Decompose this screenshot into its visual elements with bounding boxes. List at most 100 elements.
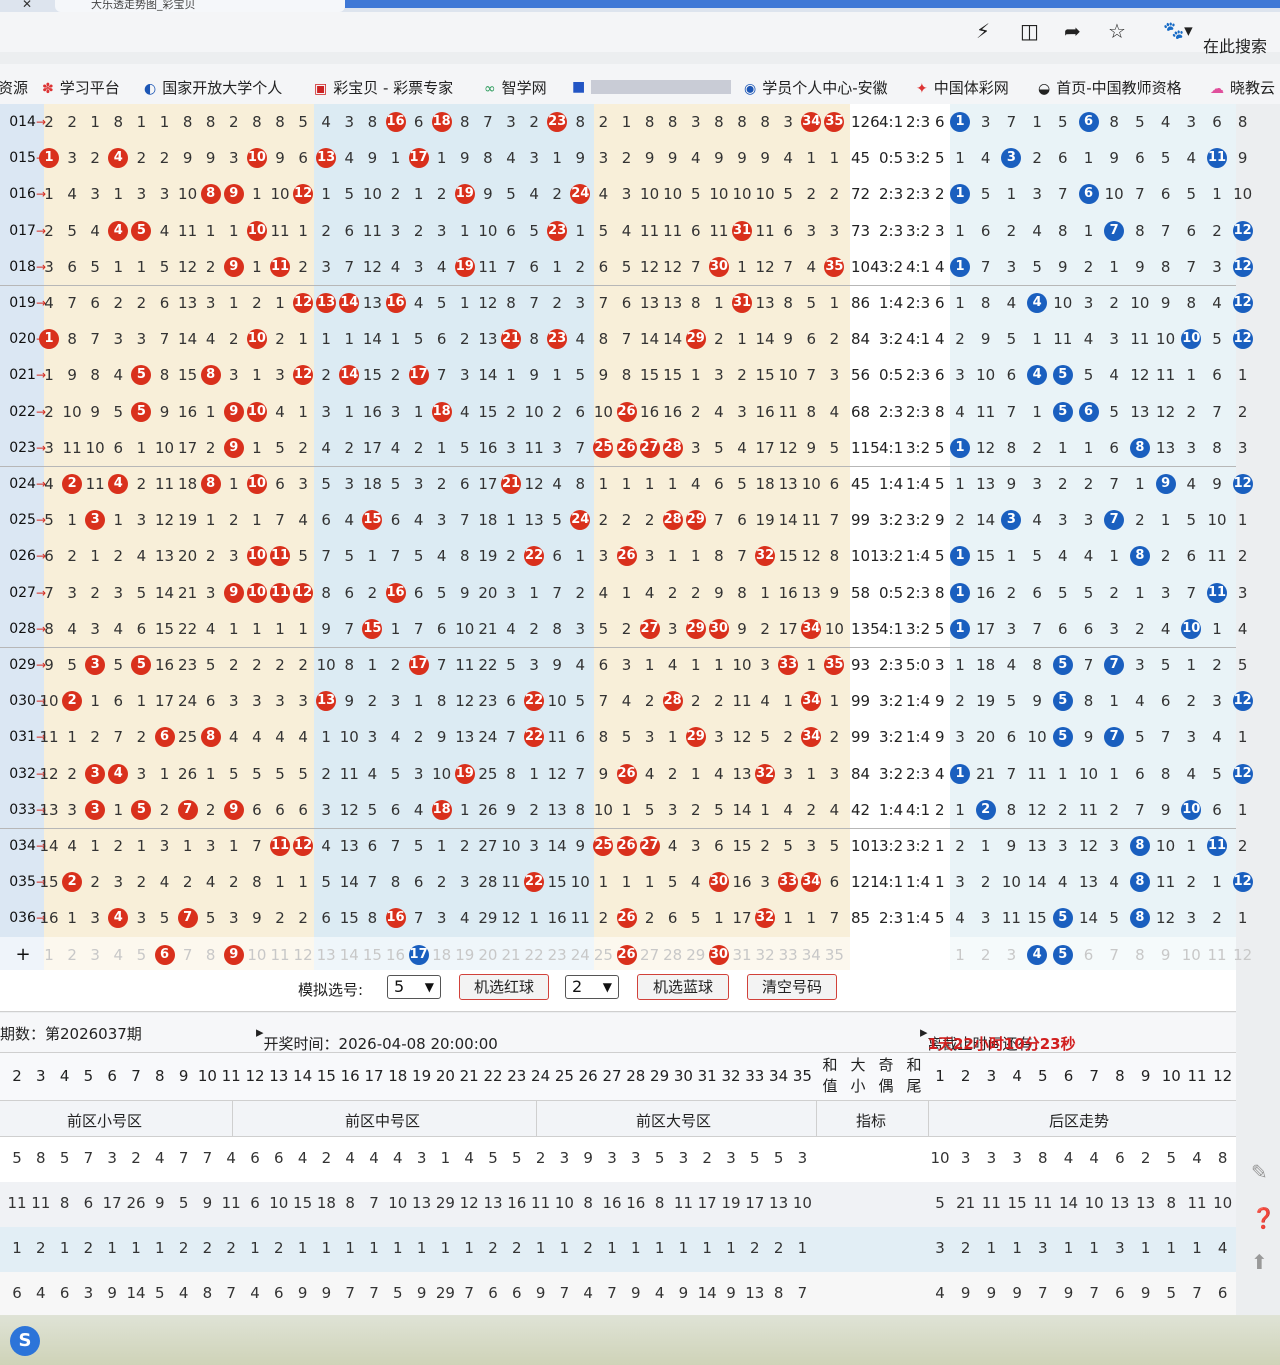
pick-number-8[interactable]: 8 [205,945,216,964]
pick-number-28[interactable]: 28 [663,945,683,964]
pick-back-number-7[interactable]: 7 [1109,945,1119,964]
pick-number-18[interactable]: 18 [432,945,452,964]
back-to-top-icon[interactable]: ⬆ [1251,1250,1268,1274]
pick-ball-9[interactable]: 9 [223,944,244,965]
bookmark-7[interactable]: ◒ 首页-中国教师资格 [1038,77,1182,98]
miss-count: 14 [39,837,59,855]
back-miss-count: 5 [1058,113,1068,131]
active-tab[interactable]: 大乐透走势图_彩宝贝 [55,0,345,12]
bookmark-4[interactable]: ∞ 智学网 [484,77,547,98]
paw-search-icon[interactable]: 🐾▾ [1163,21,1193,41]
random-blue-button[interactable]: 机选蓝球 [637,974,729,1000]
miss-count: 3 [344,113,355,131]
pick-number-31[interactable]: 31 [732,945,752,964]
pick-ball-17[interactable]: 17 [408,944,429,965]
stat-front-value: 4 [178,1284,189,1302]
pick-number-12[interactable]: 12 [293,945,313,964]
pick-number-1[interactable]: 1 [44,945,54,964]
miss-count: 4 [829,800,840,819]
edit-icon[interactable]: ✎ [1251,1160,1268,1184]
pick-back-number-3[interactable]: 3 [1006,945,1017,964]
bookmark-blurred[interactable]: ■ [572,77,732,95]
miss-count: 4 [829,402,840,421]
bookmark-3[interactable]: ▣ 彩宝贝 - 彩票专家 [314,77,453,98]
stat-front-value: 2 [131,1149,141,1167]
pick-back-number-9[interactable]: 9 [1160,945,1171,964]
stat-value: 4:1 [879,619,904,638]
front-red-ball: 22 [524,691,545,712]
pick-back-number-10[interactable]: 10 [1181,945,1201,964]
trend-row: 025→ 5 1 3 1 3 12 19 1 2 1 7 4 6 4 15 6 4 3 7 18 1 13 5 24 2 2 2 28 2… [0,502,1247,538]
miss-count: 12 [478,294,498,312]
pick-number-27[interactable]: 27 [640,945,660,964]
pick-number-32[interactable]: 32 [755,945,775,964]
bookmark-5[interactable]: ◉ 学员个人中心-安徽 [744,77,888,98]
pick-number-3[interactable]: 3 [90,945,100,964]
bookmark-6[interactable]: ✦ 中国体彩网 [916,77,1009,98]
pick-number-21[interactable]: 21 [501,945,521,964]
back-miss-count: 1 [955,221,965,240]
pick-back-ball-5[interactable]: 5 [1052,944,1073,965]
issue-number: 026 [9,548,36,565]
pick-number-22[interactable]: 22 [524,945,544,964]
pick-number-2[interactable]: 2 [67,945,77,964]
favorite-star-icon[interactable]: ☆ [1108,19,1126,43]
pick-number-15[interactable]: 15 [362,945,382,964]
browser-logo-icon[interactable]: S [10,1326,40,1356]
help-icon[interactable]: ❓ [1251,1206,1276,1230]
bookmark-0[interactable]: 资源 [0,77,28,98]
pick-ball-30[interactable]: 30 [708,944,729,965]
clear-numbers-button[interactable]: 清空号码 [747,974,837,1000]
pick-number-23[interactable]: 23 [547,945,567,964]
front-red-ball: 5 [131,401,152,422]
pick-number-7[interactable]: 7 [182,945,193,964]
random-red-button[interactable]: 机选红球 [459,974,549,1000]
pick-back-number-2[interactable]: 2 [980,945,991,964]
pick-back-number-6[interactable]: 6 [1083,945,1094,964]
share-icon[interactable]: ➦ [1064,19,1081,43]
pick-ball-26[interactable]: 26 [616,944,637,965]
miss-count: 5 [760,728,770,747]
pick-number-11[interactable]: 11 [270,945,290,964]
blue-count-select[interactable]: 2 ▼ [565,975,619,999]
miss-count: 1 [529,583,539,602]
pick-number-35[interactable]: 35 [824,945,844,964]
back-miss-count: 3 [1212,257,1222,276]
stat-value: 3:2 [906,149,931,168]
pick-number-10[interactable]: 10 [247,945,267,964]
header-front-number: 11 [221,1067,241,1085]
pick-number-34[interactable]: 34 [801,945,821,964]
back-miss-count: 3 [1212,692,1222,711]
pick-number-5[interactable]: 5 [136,945,147,964]
bookmark-8[interactable]: ☁ 晓教云 [1210,77,1275,98]
lightning-icon[interactable]: ⚡ [976,19,991,43]
pick-number-24[interactable]: 24 [570,945,590,964]
pick-back-ball-4[interactable]: 4 [1027,944,1048,965]
pick-number-4[interactable]: 4 [113,945,124,964]
pick-number-20[interactable]: 20 [478,945,498,964]
add-row-icon[interactable]: + [15,943,31,965]
pick-back-number-11[interactable]: 11 [1207,945,1227,964]
pick-ball-6[interactable]: 6 [154,944,175,965]
pick-number-29[interactable]: 29 [686,945,706,964]
bookmark-2[interactable]: ◐ 国家开放大学个人 [144,77,282,98]
pick-back-number-1[interactable]: 1 [955,945,965,964]
close-tab-icon[interactable]: ✕ [22,0,33,11]
pick-number-33[interactable]: 33 [778,945,798,964]
pick-number-14[interactable]: 14 [339,945,359,964]
reader-mode-icon[interactable]: ◫ [1020,19,1039,43]
pick-number-16[interactable]: 16 [385,945,406,964]
red-count-select[interactable]: 5 ▼ [387,975,441,999]
pick-back-number-12[interactable]: 12 [1233,945,1253,964]
miss-count: 9 [483,185,493,204]
miss-count: 6 [252,800,262,819]
pick-back-number-8[interactable]: 8 [1135,945,1145,964]
pick-number-13[interactable]: 13 [316,945,336,964]
pick-number-25[interactable]: 25 [593,945,613,964]
search-label[interactable]: 在此搜索 [1203,37,1268,56]
back-miss-count: 1 [1160,511,1171,530]
front-red-ball: 26 [616,908,637,929]
header-front-number: 3 [36,1067,46,1085]
pick-number-19[interactable]: 19 [455,945,475,964]
bookmark-1[interactable]: ✽ 学习平台 [42,77,120,98]
